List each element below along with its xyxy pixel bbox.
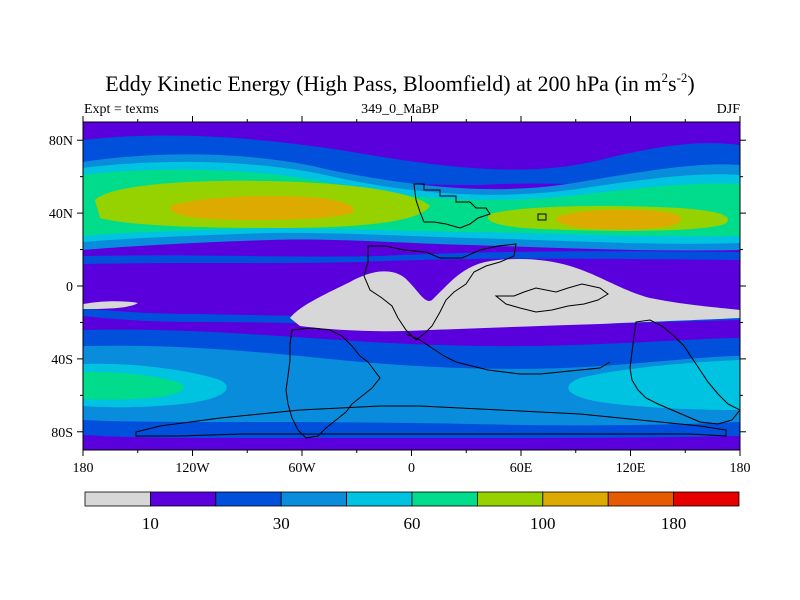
experiment-label: Expt = texms [84,102,159,117]
colorbar-box [215,491,282,507]
contour-antarctic [83,438,740,450]
x-tick-label: 0 [408,461,415,476]
colorbar-box [673,491,740,507]
x-tick-label: 120W [175,461,210,476]
y-tick-label: 0 [66,280,73,295]
outline-australia [629,319,740,425]
axes: 180 120W 60W 0 60E 120E 180 80N 40N 0 40S 80S [49,116,751,476]
colorbar-box [346,491,413,507]
contour-sh-inner-west [83,371,184,400]
y-tick-label: 80S [51,426,73,441]
outline-europe [413,183,491,229]
colorbar-label: 10 [142,514,159,533]
colorbar-label: 180 [661,514,687,533]
colorbar-box [84,491,151,507]
contour-nh-atlantic-core [169,196,354,221]
contour-nh-pacific-core [555,209,681,230]
outline-caspian [537,213,547,221]
colorbar-box [542,491,609,507]
contour-sh-max-east [568,360,740,410]
colorbar-label: 100 [530,514,556,533]
colorbar-box [411,491,478,507]
outline-south-asia [494,283,609,313]
season-label: DJF [716,102,740,117]
outline-africa [363,243,517,341]
colorbar-box [607,491,675,507]
colorbar-label: 60 [404,514,421,533]
colorbar-box [476,491,544,507]
colorbar: 10 30 60 100 180 [84,491,740,533]
colorbar-box [280,491,348,507]
x-tick-label: 120E [616,461,646,476]
x-tick-label: 60W [288,461,316,476]
x-tick-label: 60E [510,461,533,476]
chart-title: Eddy Kinetic Energy (High Pass, Bloomfie… [105,70,695,96]
colorbar-label: 30 [273,514,290,533]
outline-indian-coast [405,333,611,375]
outline-south-america [285,327,381,439]
x-tick-label: 180 [73,461,94,476]
outline-antarctica [135,405,727,437]
contour-sh-storm [83,345,740,426]
x-tick-label: 180 [730,461,751,476]
continent-outlines [135,183,740,439]
y-tick-label: 40N [49,207,73,222]
run-label: 349_0_MaBP [361,102,439,117]
y-tick-label: 80N [49,134,73,149]
y-tick-label: 40S [51,353,73,368]
colorbar-box [149,491,217,507]
contour-tropical-minimum-west [83,301,138,309]
contour-map [83,122,740,450]
